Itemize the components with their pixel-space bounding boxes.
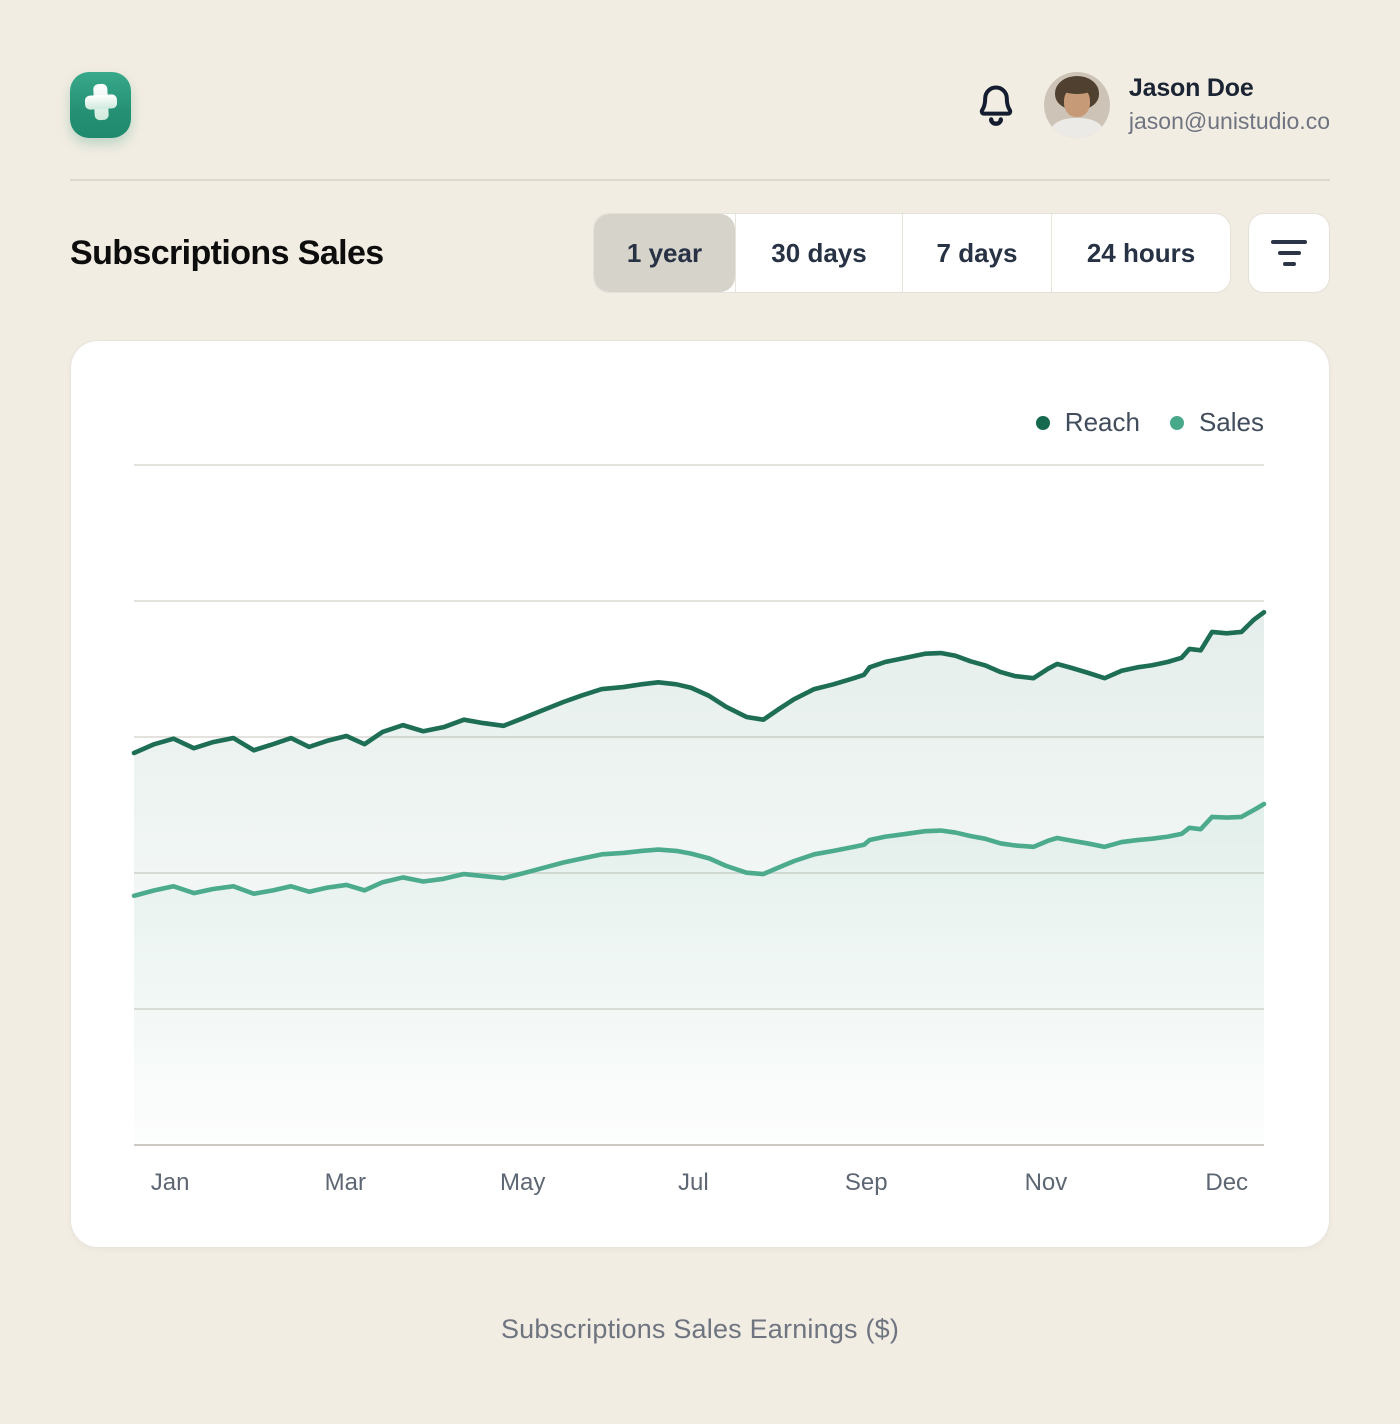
- legend-label: Reach: [1064, 407, 1140, 437]
- x-tick-sep: Sep: [844, 1169, 888, 1196]
- filter-lines-icon: [1271, 240, 1307, 244]
- range-tab-7-days[interactable]: 7 days: [902, 214, 1051, 292]
- series-line-reach: [134, 612, 1264, 753]
- x-tick-jul: Jul: [678, 1169, 709, 1196]
- controls-row: Subscriptions Sales 1 year 30 days 7 day…: [70, 181, 1330, 293]
- range-tab-24-hours[interactable]: 24 hours: [1051, 214, 1230, 292]
- x-tick-nov: Nov: [1024, 1169, 1068, 1196]
- avatar[interactable]: [1043, 71, 1110, 138]
- page-title: Subscriptions Sales: [70, 233, 384, 272]
- legend-dot: [1035, 415, 1050, 430]
- top-bar: Jason Doe jason@unistudio.co: [70, 0, 1330, 181]
- chart-svg: [134, 464, 1264, 1144]
- x-tick-dec: Dec: [1205, 1169, 1249, 1196]
- series-line-sales: [134, 804, 1264, 896]
- chart-plot-area: [134, 464, 1264, 1146]
- avatar-fringe: [1059, 81, 1094, 94]
- range-tab-30-days[interactable]: 30 days: [735, 214, 902, 292]
- legend-item-sales: Sales: [1169, 407, 1264, 438]
- x-axis-line: [134, 1144, 1264, 1146]
- x-tick-jan: Jan: [150, 1169, 190, 1196]
- avatar-shirt: [1050, 117, 1103, 138]
- legend-dot: [1169, 415, 1184, 430]
- user-cluster: Jason Doe jason@unistudio.co: [976, 71, 1330, 138]
- x-axis-labels: Jan Mar May Jul Sep Nov Dec: [134, 1169, 1264, 1199]
- x-tick-mar: Mar: [324, 1169, 366, 1196]
- x-tick-may: May: [500, 1169, 546, 1196]
- filter-button[interactable]: [1248, 213, 1330, 293]
- legend-item-reach: Reach: [1035, 407, 1140, 438]
- user-name: Jason Doe: [1128, 74, 1254, 102]
- gridline: [134, 464, 1264, 466]
- legend-label: Sales: [1198, 407, 1264, 437]
- range-tab-1-year[interactable]: 1 year: [594, 214, 735, 292]
- chart-legend: Reach Sales: [1035, 407, 1264, 438]
- notifications-button[interactable]: [976, 82, 1016, 128]
- bell-icon: [976, 84, 1016, 132]
- plus-logo-icon: [81, 80, 121, 129]
- range-tabs: 1 year 30 days 7 days 24 hours: [593, 213, 1231, 293]
- app-logo[interactable]: [70, 71, 131, 138]
- chart-card: Reach Sales Jan Mar May Jul Sep Nov Dec: [70, 340, 1330, 1248]
- chart-caption: Subscriptions Sales Earnings ($): [500, 1314, 900, 1344]
- series-area-sales: [134, 804, 1264, 1144]
- user-email: jason@unistudio.co: [1128, 108, 1330, 134]
- gridline: [134, 600, 1264, 602]
